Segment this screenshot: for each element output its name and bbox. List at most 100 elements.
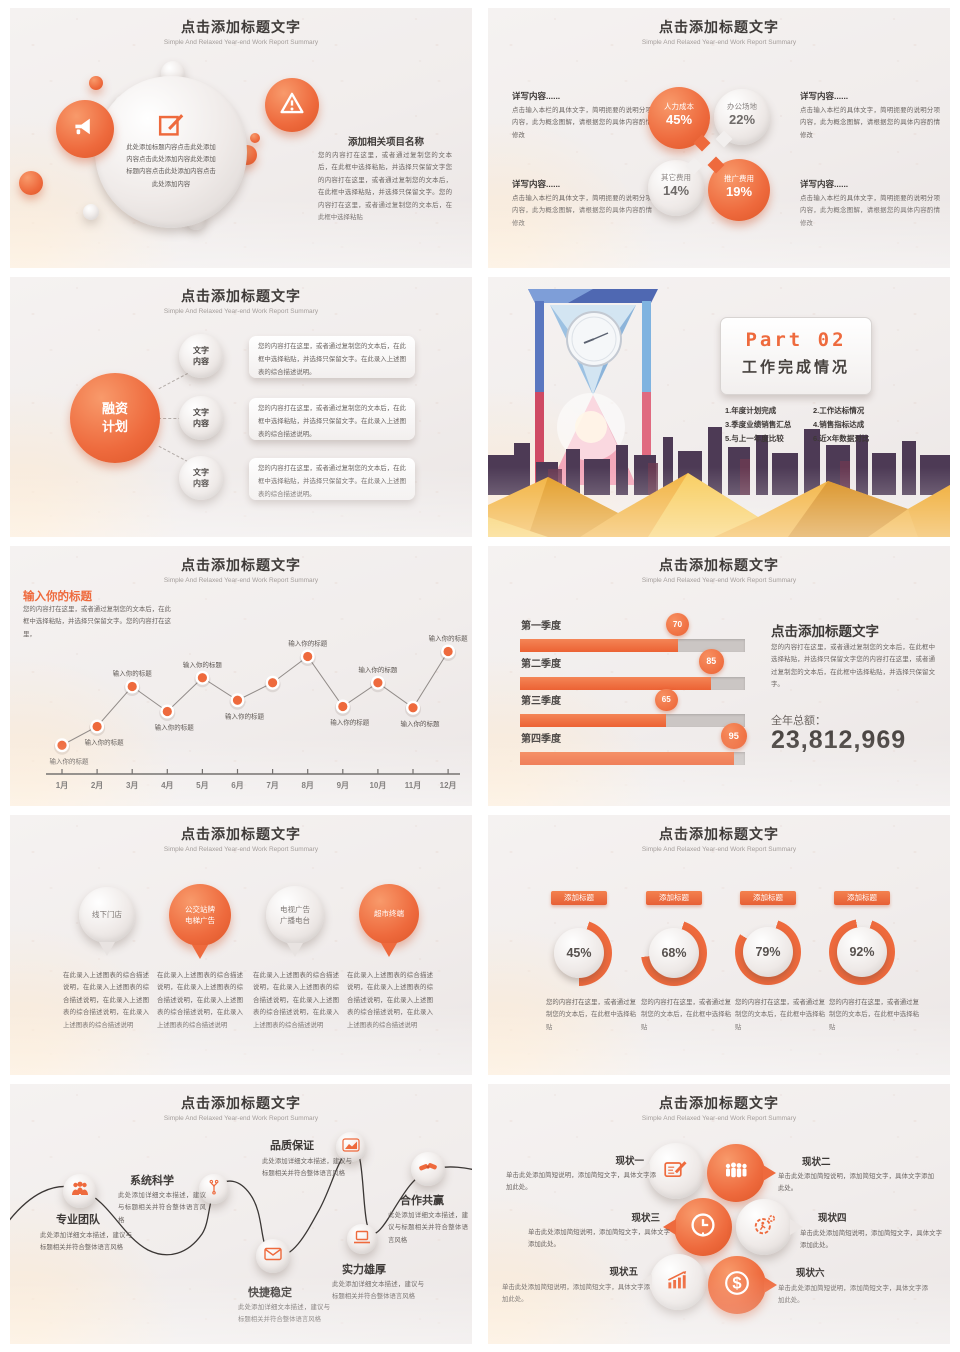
section-heading: 输入你的标题 [23,591,92,603]
detail-body: 点击输入本栏的具体文字，简明扼要的说明分项内容，此为概念图解，请根据您的具体内容… [800,195,940,227]
node-system [199,1174,229,1204]
slide-2-cost-breakdown[interactable]: 点击添加标题文字 Simple And Relaxed Year-end Wor… [488,8,950,268]
bar-chart: 第一季度 70 第二季度 85 第三季度 65 第四季度 95 [488,546,950,806]
decor-circle [19,171,43,195]
donut-percentage: 68% [661,946,687,960]
slide-header: 点击添加标题文字 Simple And Relaxed Year-end Wor… [10,824,472,853]
line-chart: 1月 2月 3月 4月 5月 6月 7月 8月 9月 10月 11月 12月输入你的标题输入你的标题输… [46,634,469,790]
slide-header: 点击添加标题文字 Simple And Relaxed Year-end Wor… [10,1093,472,1122]
section-body: 您的内容打在这里，或者通过复制您的文本后，在此框中选择粘贴，并选择只保留文字。您… [23,606,171,638]
data-point [197,673,207,683]
decor-circle [89,76,103,90]
slide-subtitle: Simple And Relaxed Year-end Work Report … [641,846,797,853]
pin-label: 线下门店 [92,910,122,920]
status-bubble-4 [736,1199,803,1255]
text-card-2: 您的内容打在这里，或者通过复制您的文本后，在此框中选择粘贴，并选择只保留文字。在… [249,398,415,440]
pin-bus-elevator-ads: 公交站牌电梯广告 [169,884,231,959]
slide-5-monthly-trend[interactable]: 点击添加标题文字 Simple And Relaxed Year-end Wor… [10,546,472,806]
gauge-ribbon: 添加标题 [834,891,890,905]
strength-title: 快捷稳定 [248,1287,292,1299]
slide-3-financing-plan[interactable]: 点击添加标题文字 Simple And Relaxed Year-end Wor… [10,277,472,537]
slide-header: 点击添加标题文字 Simple And Relaxed Year-end Wor… [488,1093,950,1122]
edit-icon [158,112,184,143]
point-label: 输入你的标题 [330,718,370,727]
bar-track [520,751,745,765]
bubble-label: 其它费用 [661,173,691,182]
part-item: 3.季度业绩销售汇总 [725,420,792,429]
slide-subtitle: Simple And Relaxed Year-end Work Report … [163,1115,319,1122]
status-title: 现状二 [802,1157,831,1168]
status-body: 单击此处添加简短说明，添加简短文字，具体文字添加此处。 [528,1229,670,1249]
bar-fill [520,639,678,652]
detail-block-br: 详写内容...... 点击输入本栏的具体文字，简明扼要的说明分项内容，此为概念图… [800,178,940,230]
gauge-description: 您的内容打在这里，或者通过复制您的文本后，在此框中选择粘贴 [829,999,919,1031]
axis-tick-label: 6月 [231,781,243,790]
channel-description: 在此录入上述图表的综合描述说明，在此录入上述图表的综合描述说明，在此录入上述图表… [157,972,243,1029]
node-quality [336,1132,366,1162]
slide-header: 点击添加标题文字 Simple And Relaxed Year-end Wor… [488,17,950,46]
data-point [92,721,102,732]
clock-icon [690,1212,716,1243]
bar-fill [520,676,712,690]
bubble-labor-cost: 人力成本 45% [648,87,711,152]
mail-icon [264,1247,282,1266]
data-point [373,678,383,688]
data-point [232,695,243,705]
axis-tick-label: 2月 [91,781,103,790]
node-circle-1: 文字内容 [179,334,223,378]
slide-title: 点击添加标题文字 [181,288,301,304]
donut-percentage: 92% [849,945,875,959]
right-panel-body: 您的内容打在这里，或者通过复制您的文本后，在此框中选择粘贴，并选择只保留文字您的… [771,644,935,689]
slide-9-strengths-path[interactable]: 点击添加标题文字 Simple And Relaxed Year-end Wor… [10,1084,472,1344]
slide-1-project-intro[interactable]: 点击添加标题文字 Simple And Relaxed Year-end Wor… [10,8,472,268]
gauge-ribbon: 添加标题 [551,891,607,905]
status-body: 单击此处添加简短说明，添加简短文字，具体文字添加此处。 [778,1285,928,1305]
status-body: 单击此处添加简短说明，添加简短文字，具体文字添加此处。 [502,1284,650,1304]
status-title: 现状一 [615,1156,644,1167]
dollar-icon: $ [723,1269,751,1302]
bubble-label: 办公场地 [727,102,757,111]
axis-tick-label: 9月 [337,781,349,790]
bar-track [520,714,745,728]
bar-track [520,639,745,652]
detail-heading: 详写内容...... [800,179,849,189]
slide-subtitle: Simple And Relaxed Year-end Work Report … [641,577,797,584]
card-body: 您的内容打在这里，或者通过复制您的文本后，在此框中选择粘贴，并选择只保留文字。在… [258,405,406,438]
strength-title: 实力雄厚 [342,1264,386,1276]
card-body: 您的内容打在这里，或者通过复制您的文本后，在此框中选择粘贴，并选择只保留文字。在… [258,343,406,376]
point-label: 输入你的标题 [85,738,125,747]
gauge-description: 您的内容打在这里，或者通过复制您的文本后，在此框中选择粘贴 [735,999,825,1031]
slide-8-percentage-gauges[interactable]: 点击添加标题文字 Simple And Relaxed Year-end Wor… [488,815,950,1075]
part-item-list: 1.年度计划完成 2.工作达标情况 3.季度业绩销售汇总 4.销售指标达成 5.… [725,405,885,444]
strength-body: 此处添加详细文本描述，建议与标题相关并符合整体语言风格 [118,1192,206,1224]
axis-tick-label: 8月 [301,781,313,790]
slide-subtitle: Simple And Relaxed Year-end Work Report … [163,308,319,315]
part-number: Part 02 [745,329,847,351]
bar-category-label: 第一季度 [521,621,561,632]
bubble-value: 19% [725,184,753,199]
data-point [127,681,137,692]
detail-body: 点击输入本栏的具体文字，简明扼要的说明分项内容，此为概念图解，请根据您的具体内容… [512,107,652,139]
strength-body: 此处添加详细文本描述，建议与标题相关并符合整体语言风格 [238,1304,330,1324]
part-title: 工作完成情况 [741,359,850,376]
status-title: 现状六 [796,1268,825,1279]
strength-body: 此处添加详细文本描述，建议与标题相关并符合整体语言风格 [388,1212,468,1244]
slide-title: 点击添加标题文字 [659,557,779,573]
data-point [408,703,418,713]
slide-10-status-overview[interactable]: 点击添加标题文字 Simple And Relaxed Year-end Wor… [488,1084,950,1344]
laptop-icon [353,1230,371,1249]
point-label: 输入你的标题 [225,711,265,720]
slide-4-part-divider[interactable]: Part 02 工作完成情况 1.年度计划完成 2.工作达标情况 3.季度业绩销… [488,277,950,537]
hub-label: 融资计划 [101,400,128,434]
part-card: Part 02 工作完成情况 [720,317,872,395]
status-title: 现状五 [609,1267,638,1278]
slide-7-channels[interactable]: 点击添加标题文字 Simple And Relaxed Year-end Wor… [10,815,472,1075]
bar-track [520,676,745,690]
slide-6-quarter-totals[interactable]: 点击添加标题文字 Simple And Relaxed Year-end Wor… [488,546,950,806]
growth-chart-icon [666,1270,690,1295]
warning-ball [265,78,319,132]
gear-runner-icon [751,1213,777,1242]
point-label: 输入你的标题 [429,634,469,643]
bubble-value: 45% [665,112,693,127]
node-cooperation [411,1152,445,1186]
